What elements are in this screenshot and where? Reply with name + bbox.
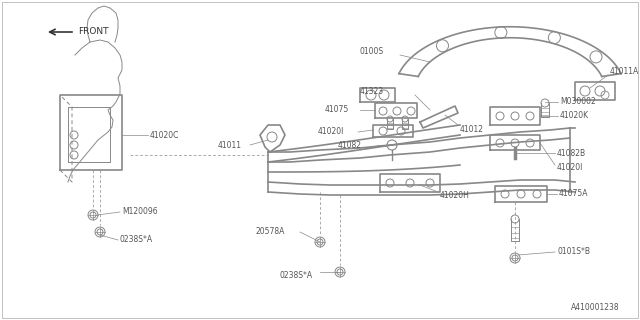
- Text: 41012: 41012: [460, 125, 484, 134]
- Text: 0101S*B: 0101S*B: [557, 247, 590, 257]
- Text: 41011: 41011: [218, 140, 242, 149]
- Text: 0100S: 0100S: [360, 47, 384, 57]
- Text: 0238S*A: 0238S*A: [120, 236, 153, 244]
- Text: 41075: 41075: [325, 106, 349, 115]
- Text: 0238S*A: 0238S*A: [280, 270, 313, 279]
- Text: 41020C: 41020C: [150, 131, 179, 140]
- Text: 41020I: 41020I: [557, 164, 584, 172]
- Text: M030002: M030002: [560, 98, 596, 107]
- Text: 41020K: 41020K: [560, 111, 589, 121]
- Text: 41011A: 41011A: [610, 68, 639, 76]
- Text: 41020I: 41020I: [318, 127, 344, 137]
- Text: 41323: 41323: [360, 87, 384, 97]
- Text: M120096: M120096: [122, 207, 157, 217]
- Text: 41075A: 41075A: [559, 189, 589, 198]
- Text: 41020H: 41020H: [440, 191, 470, 201]
- Text: A410001238: A410001238: [572, 303, 620, 313]
- Text: FRONT: FRONT: [78, 28, 109, 36]
- Text: 41082: 41082: [338, 140, 362, 149]
- Text: 20578A: 20578A: [255, 228, 284, 236]
- Text: 41082B: 41082B: [557, 148, 586, 157]
